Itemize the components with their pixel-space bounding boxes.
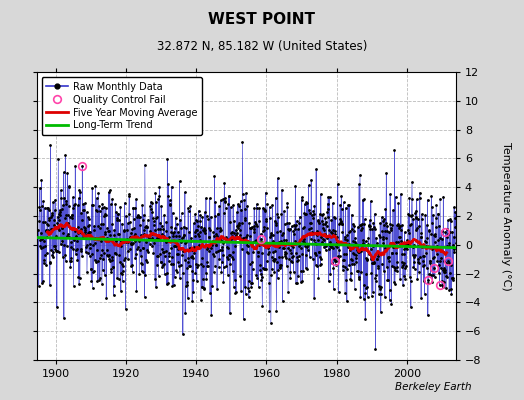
Text: WEST POINT: WEST POINT bbox=[209, 12, 315, 27]
Text: Berkeley Earth: Berkeley Earth bbox=[395, 382, 472, 392]
Y-axis label: Temperature Anomaly (°C): Temperature Anomaly (°C) bbox=[501, 142, 511, 290]
Legend: Raw Monthly Data, Quality Control Fail, Five Year Moving Average, Long-Term Tren: Raw Monthly Data, Quality Control Fail, … bbox=[41, 77, 202, 135]
Text: 32.872 N, 85.182 W (United States): 32.872 N, 85.182 W (United States) bbox=[157, 40, 367, 53]
